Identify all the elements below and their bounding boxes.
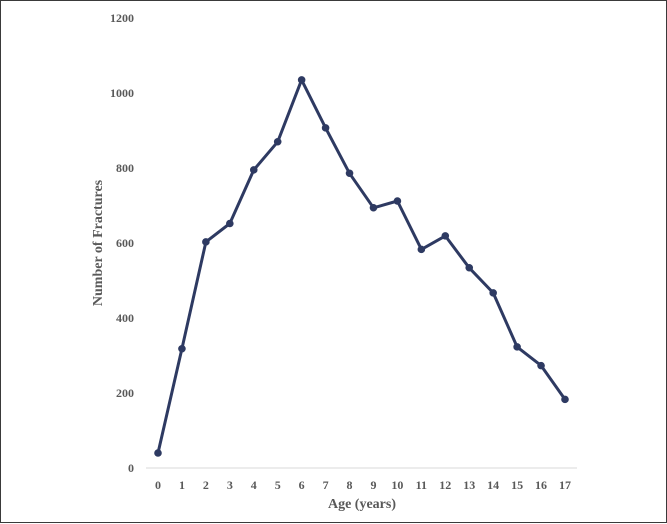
x-tick-label: 4 [251, 478, 257, 492]
data-point [465, 263, 474, 272]
data-point [441, 232, 450, 240]
data-point [321, 124, 330, 132]
y-tick-label: 200 [116, 386, 134, 400]
data-point [393, 197, 402, 205]
x-tick-label: 17 [559, 478, 571, 492]
data-point [273, 137, 282, 146]
y-axis-ticks: 0 200 400 600 800 1000 1200 [110, 11, 134, 475]
x-tick-label: 15 [511, 478, 523, 492]
y-tick-label: 800 [116, 161, 134, 175]
series-line [156, 78, 567, 455]
x-tick-label: 12 [439, 478, 451, 492]
data-point [561, 395, 569, 404]
y-axis-title: Number of Fractures [91, 179, 106, 306]
y-tick-label: 600 [116, 236, 134, 250]
data-point [249, 166, 258, 174]
x-tick-label: 2 [203, 478, 209, 492]
x-tick-label: 0 [155, 478, 161, 492]
x-tick-label: 14 [487, 478, 499, 492]
data-point [417, 245, 426, 254]
x-tick-label: 16 [535, 478, 547, 492]
data-point [178, 344, 186, 353]
x-tick-label: 6 [299, 478, 305, 492]
data-point [345, 169, 354, 178]
x-tick-label: 10 [391, 478, 403, 492]
y-tick-label: 1200 [110, 11, 134, 25]
data-point [202, 238, 210, 246]
data-point [369, 203, 378, 212]
x-axis-title: Age (years) [328, 497, 396, 512]
x-tick-label: 3 [227, 478, 233, 492]
x-tick-label: 13 [463, 478, 475, 492]
y-tick-label: 0 [128, 461, 134, 475]
data-point [537, 361, 545, 370]
data-point [297, 76, 306, 84]
data-point [154, 449, 162, 457]
x-tick-label: 11 [416, 478, 427, 492]
y-tick-label: 400 [116, 311, 134, 325]
x-tick-label: 7 [323, 478, 329, 492]
series-group [154, 76, 569, 457]
x-tick-label: 8 [347, 478, 353, 492]
data-point [489, 289, 497, 297]
x-tick-label: 9 [370, 478, 376, 492]
x-tick-label: 5 [275, 478, 281, 492]
y-tick-label: 1000 [110, 86, 134, 100]
data-point [226, 219, 234, 228]
x-axis-ticks: 0 1 2 3 4 5 6 7 8 9 10 11 12 13 14 15 16 17 [155, 478, 571, 492]
data-point [513, 343, 521, 351]
x-tick-label: 1 [179, 478, 185, 492]
